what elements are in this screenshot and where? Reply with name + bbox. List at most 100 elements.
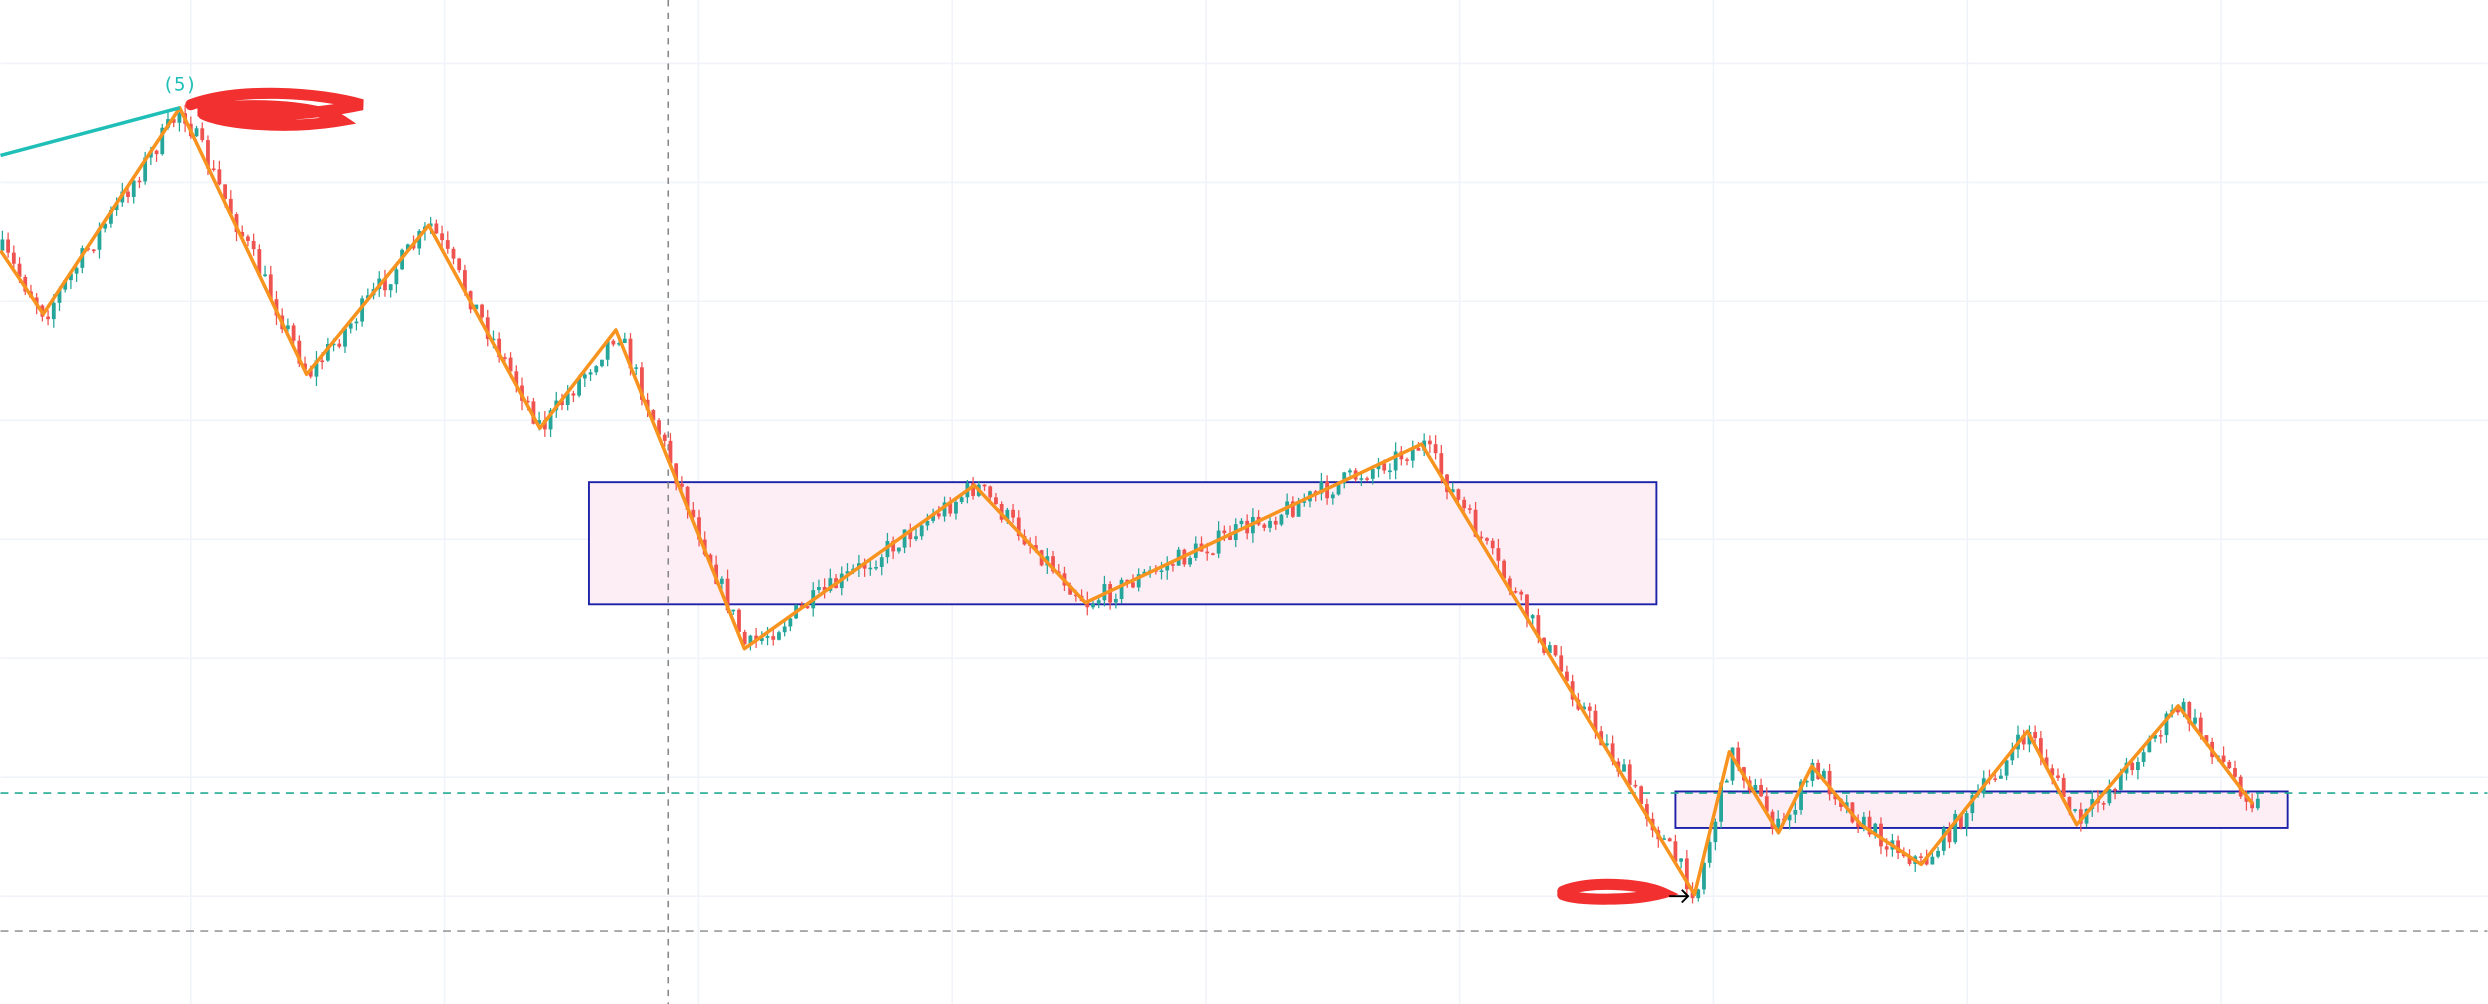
candle-body (1776, 818, 1781, 829)
zigzag-line[interactable] (0, 106, 2255, 897)
candle-body (143, 157, 148, 182)
candle-body (2136, 761, 2140, 771)
candle-body (948, 502, 953, 514)
candle-body (1519, 591, 1524, 595)
candle-body (154, 150, 159, 155)
candle-body (2204, 735, 2209, 742)
candle-body (1827, 770, 1832, 795)
candle-body (2067, 796, 2072, 811)
candle-body (1907, 856, 1912, 864)
candle-body (1359, 478, 1364, 480)
candle-body (1268, 520, 1272, 528)
candle-body (63, 280, 68, 290)
candle-body (748, 635, 753, 645)
candle-body (1713, 821, 1718, 843)
candle-body (217, 169, 222, 185)
candle-body (1319, 481, 1324, 494)
candle-body (1467, 508, 1472, 510)
candle-body (428, 223, 433, 227)
candle-body (1821, 770, 1826, 779)
candle-body (657, 420, 661, 435)
candle-body (2141, 752, 2146, 762)
candle-body (1388, 470, 1392, 473)
candle-body (1085, 600, 1090, 608)
candle-body (548, 410, 553, 430)
candle-body (1959, 813, 1963, 828)
wave-line[interactable] (0, 106, 181, 158)
candle-body (1816, 762, 1821, 779)
candle-body (1479, 536, 1484, 539)
candle-body (1502, 560, 1507, 579)
candle-body (69, 273, 73, 281)
candle-body (457, 258, 462, 271)
candle-body (257, 249, 262, 276)
candle-body (2033, 731, 2038, 739)
candle-body (731, 609, 736, 612)
candle-body (291, 325, 296, 341)
range-box[interactable] (1674, 790, 2289, 829)
candle-body (480, 304, 484, 318)
candle-body (1239, 520, 1244, 525)
candle-body (1290, 501, 1295, 517)
candle-body (1336, 483, 1341, 495)
candle-body (1919, 856, 1923, 858)
candle-body (571, 393, 576, 396)
candle-body (405, 244, 410, 250)
candle-body (1273, 520, 1278, 525)
candle-body (2187, 702, 2192, 724)
candle-body (1228, 533, 1232, 540)
candle-body (531, 401, 536, 424)
candle-body (354, 321, 359, 324)
candle-body (2255, 798, 2260, 809)
candle-body (2050, 768, 2055, 776)
candle-body (337, 343, 342, 347)
candle-body (662, 434, 667, 441)
candle-body (57, 289, 62, 303)
candle-body (2221, 755, 2226, 762)
arrow (1669, 889, 1690, 904)
candle-body (1610, 743, 1615, 762)
candle-body (2147, 738, 2152, 753)
candle-body (1507, 578, 1512, 592)
candle-body (97, 228, 102, 250)
candle-body (365, 295, 370, 299)
candle-body (240, 231, 245, 237)
candle-body (1633, 784, 1638, 787)
candle-body (1091, 604, 1095, 608)
candle-body (200, 128, 205, 141)
candle-body (1490, 540, 1495, 549)
candle-body (285, 325, 290, 330)
candle-body (822, 586, 827, 591)
candle-body (874, 566, 878, 569)
candle-body (1410, 447, 1415, 461)
candle-body (719, 578, 724, 584)
candle-body (1998, 775, 2003, 779)
candle-body (891, 540, 896, 552)
candle-body (685, 486, 690, 510)
candle-body (2038, 738, 2043, 758)
candle-body (1165, 564, 1170, 571)
candle-body (1667, 838, 1672, 842)
candle-body (1073, 594, 1078, 597)
candle-body (668, 440, 673, 464)
candle-body (1964, 813, 1969, 828)
scribble (185, 87, 1679, 905)
candle-body (936, 513, 941, 517)
candle-body (263, 274, 267, 276)
candle-body (1034, 545, 1038, 551)
candle-body (640, 367, 644, 400)
candle-body (383, 278, 387, 291)
candle-body (868, 567, 873, 570)
candle-body (1627, 764, 1632, 785)
candle-body (177, 113, 182, 123)
candle-body (2130, 762, 2135, 771)
candle-body (1724, 780, 1729, 783)
candle-body (1970, 795, 1975, 814)
candle-body (1205, 551, 1210, 554)
candle-body (1753, 784, 1758, 791)
candle-body (2244, 796, 2249, 802)
candle-body (1016, 517, 1021, 536)
candle-body (1439, 453, 1444, 475)
candle-body (1679, 858, 1684, 862)
candle-body (1370, 469, 1375, 479)
